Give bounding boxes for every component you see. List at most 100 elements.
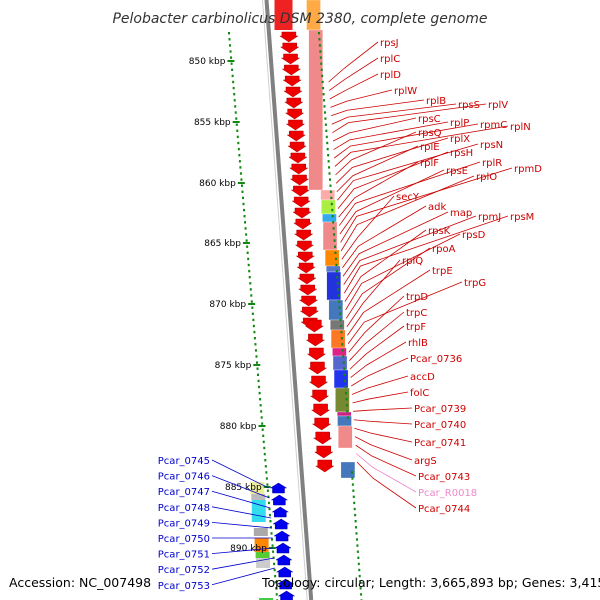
scale-dot: [342, 355, 345, 358]
scale-dot: [335, 263, 338, 267]
gene-label-secy: secY: [396, 192, 420, 203]
scale-dot: [274, 574, 277, 578]
scale-dot: [345, 404, 348, 407]
scale-dot: [320, 62, 323, 65]
scale-dot: [228, 32, 230, 35]
cog-segment: [259, 598, 274, 600]
leader-line: [211, 547, 274, 554]
scale-dot: [346, 416, 349, 419]
leader-line: [340, 167, 513, 243]
scale-dot: [344, 385, 347, 389]
gene-arrow-icon: [294, 240, 315, 252]
scale-dot: [269, 520, 272, 523]
gene-arrow-icon: [295, 251, 316, 263]
gene-arrow-icon: [290, 185, 311, 197]
gene-arrow-icon: [311, 417, 332, 431]
gene-arrow-icon: [312, 431, 333, 445]
leader-line: [211, 567, 275, 586]
cog-segment: [321, 199, 336, 215]
backbone-shadow: [262, 0, 308, 600]
gene-label-pcar_0740: Pcar_0740: [414, 420, 466, 431]
label-leader-lines: [211, 41, 513, 586]
leader-line: [356, 461, 417, 509]
scale-dot: [250, 300, 253, 303]
gene-arrow-icon: [298, 295, 319, 307]
leader-line: [354, 427, 413, 443]
scale-dot: [326, 141, 329, 145]
cog-segment: [330, 319, 345, 331]
gene-label-pcar_0752: Pcar_0752: [158, 565, 210, 576]
scale-dot: [338, 300, 341, 303]
backbone-line: [264, 0, 314, 600]
scale-dot: [247, 263, 250, 267]
gene-arrow-icon: [271, 506, 290, 518]
gene-arrow-icon: [279, 31, 299, 43]
scale-dot: [321, 80, 324, 84]
genome-title: Pelobacter carbinolicus DSM 2380, comple…: [112, 11, 487, 27]
scale-dot: [339, 318, 342, 322]
leader-line: [353, 407, 413, 412]
gene-label-trpe: trpE: [432, 266, 453, 277]
cog-segment: [256, 558, 271, 568]
gene-label-rpmj: rpmJ: [478, 212, 501, 223]
scale-dot: [324, 117, 327, 120]
scale-dot: [230, 62, 233, 65]
scale-dot: [319, 50, 322, 53]
gene-arrow-icon: [285, 119, 306, 131]
kbp-tick-label: 850 kbp: [189, 57, 226, 67]
leader-line: [336, 145, 419, 193]
kbp-tick-label: 875 kbp: [215, 361, 252, 371]
scale-dot: [352, 495, 355, 498]
gene-label-pcar_0750: Pcar_0750: [158, 534, 210, 545]
cog-segment: [322, 213, 337, 223]
scale-dot: [260, 410, 263, 413]
scale-dot: [274, 581, 277, 584]
cog-segment: [255, 552, 270, 558]
gene-arrow-icon: [275, 566, 294, 578]
gene-arrow-icon: [283, 86, 303, 98]
scale-dot: [231, 74, 234, 78]
gene-label-pcar_0748: Pcar_0748: [158, 503, 210, 514]
scale-dot: [354, 513, 357, 517]
scale-dot: [340, 337, 343, 340]
gene-arrow-icon: [297, 284, 318, 296]
scale-dot: [266, 489, 269, 492]
scale-dot: [253, 337, 256, 340]
gene-arrow-icon: [305, 333, 326, 347]
scale-dot: [234, 111, 237, 114]
scale-dot: [351, 477, 354, 480]
cog-segment: [251, 494, 266, 500]
scale-dot: [262, 440, 265, 444]
leader-line: [335, 131, 417, 176]
leader-line: [341, 195, 395, 260]
gene-arrow-icon: [299, 306, 320, 318]
scale-dot: [271, 544, 274, 547]
scale-dot: [329, 190, 332, 193]
scale-dot: [265, 477, 268, 480]
leader-line: [347, 281, 463, 345]
scale-dot: [341, 343, 344, 346]
scale-dot: [333, 239, 336, 242]
gene-arrow-icon: [292, 207, 312, 219]
gene-arrow-icon: [293, 229, 314, 241]
leader-line: [344, 215, 509, 294]
gene-label-rhlb: rhlB: [408, 338, 428, 349]
scale-dot: [262, 434, 265, 437]
scale-dot: [240, 178, 243, 181]
leader-line: [211, 459, 270, 489]
gene-label-rplv: rplV: [488, 100, 508, 111]
gene-arrow-icon: [304, 319, 325, 333]
gene-label-trpd: trpD: [406, 292, 428, 303]
scale-dot: [265, 471, 268, 474]
scale-dot: [337, 294, 340, 297]
scale-dot: [353, 501, 356, 505]
scale-dot: [241, 190, 244, 193]
scale-dot: [342, 361, 345, 364]
scale-dot: [359, 581, 362, 584]
scale-dot: [351, 483, 354, 486]
gene-label-rplw: rplW: [394, 86, 417, 97]
cog-segment: [337, 411, 352, 417]
gene-label-rplq: rplQ: [402, 256, 423, 267]
cog-segment: [333, 369, 349, 389]
